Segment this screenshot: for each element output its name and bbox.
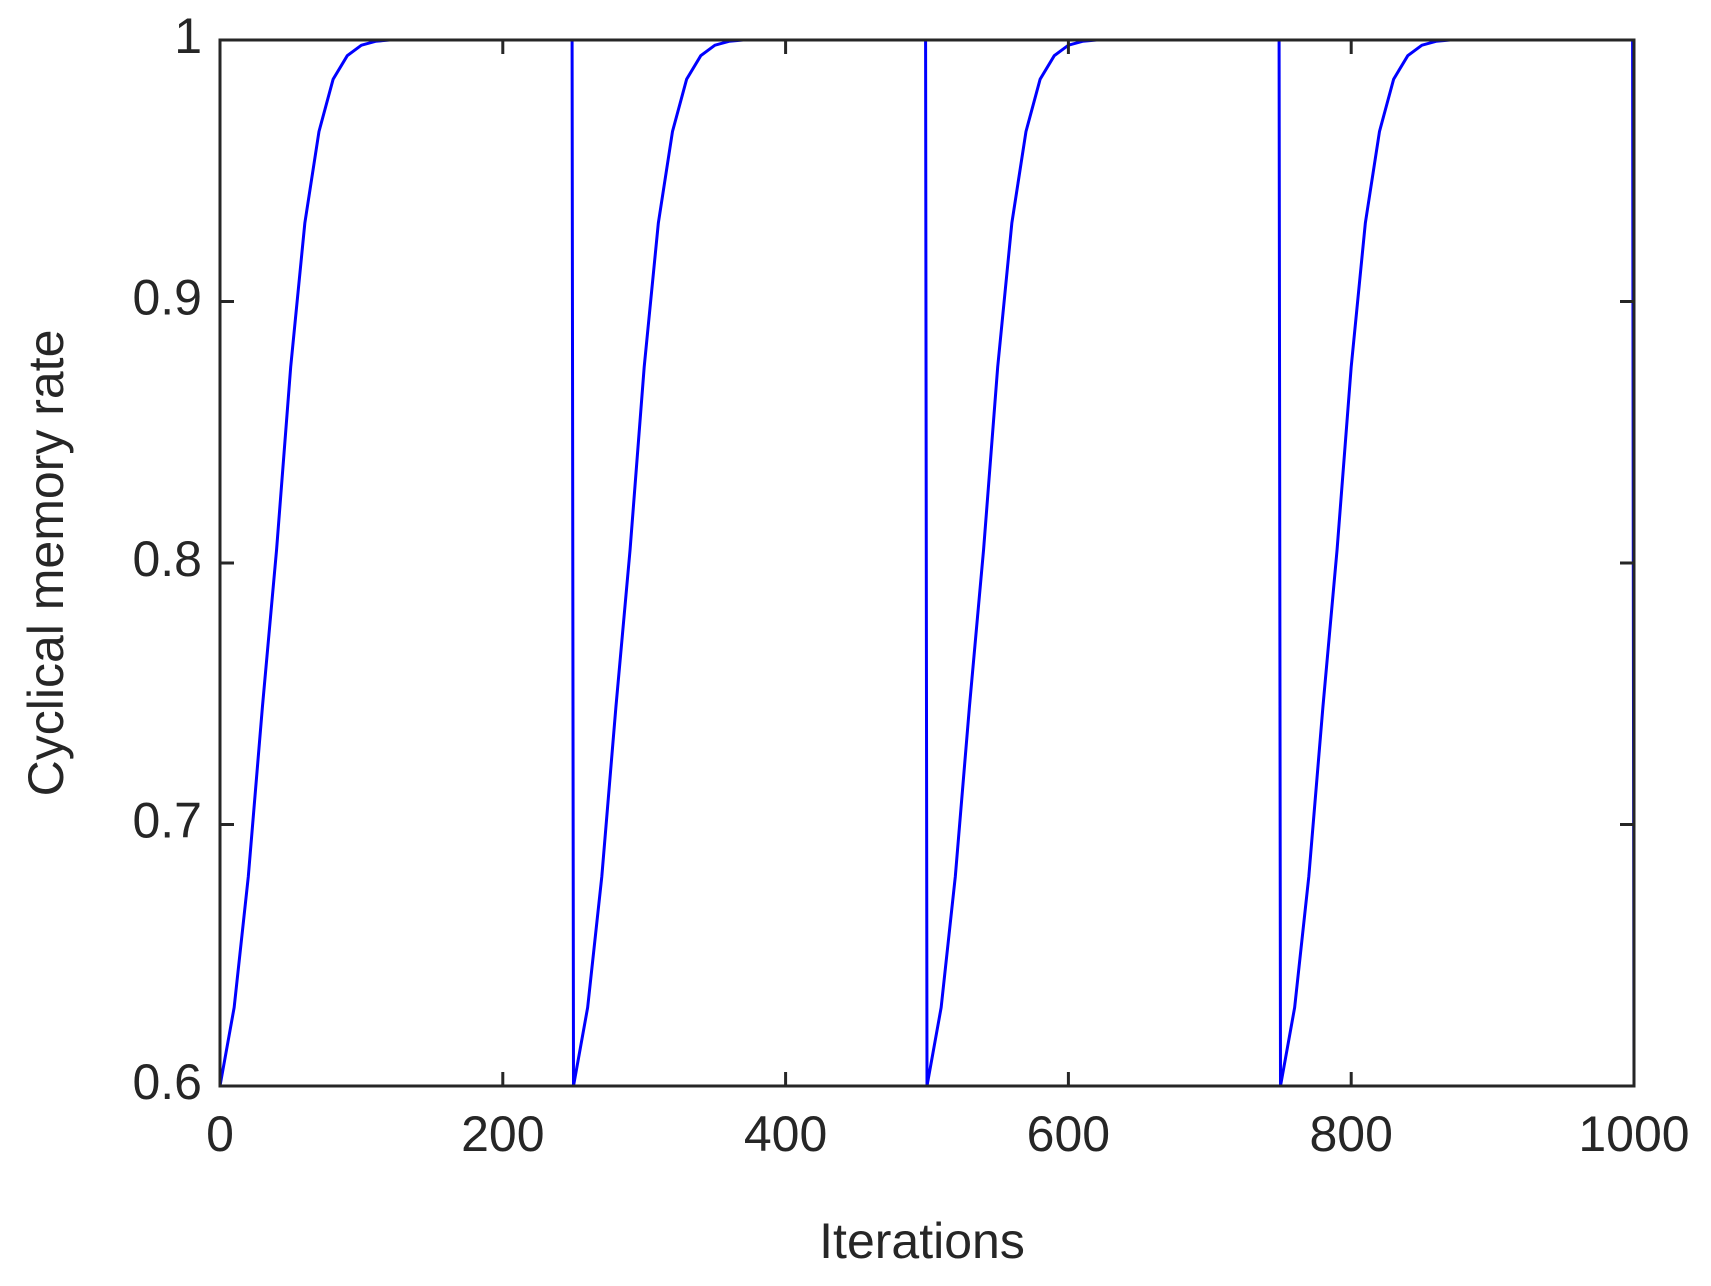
x-tick-label: 400 <box>744 1106 827 1162</box>
x-tick-label: 600 <box>1027 1106 1110 1162</box>
y-axis-label: Cyclical memory rate <box>18 330 74 797</box>
y-tick-label: 0.7 <box>132 793 202 849</box>
x-tick-label: 800 <box>1309 1106 1392 1162</box>
y-tick-label: 0.6 <box>132 1054 202 1110</box>
y-tick-label: 0.9 <box>132 270 202 326</box>
x-tick-label: 0 <box>206 1106 234 1162</box>
x-tick-label: 200 <box>461 1106 544 1162</box>
y-tick-label: 0.8 <box>132 531 202 587</box>
x-tick-label: 1000 <box>1578 1106 1689 1162</box>
x-axis-label: Iterations <box>819 1213 1025 1269</box>
y-tick-label: 1 <box>174 8 202 64</box>
